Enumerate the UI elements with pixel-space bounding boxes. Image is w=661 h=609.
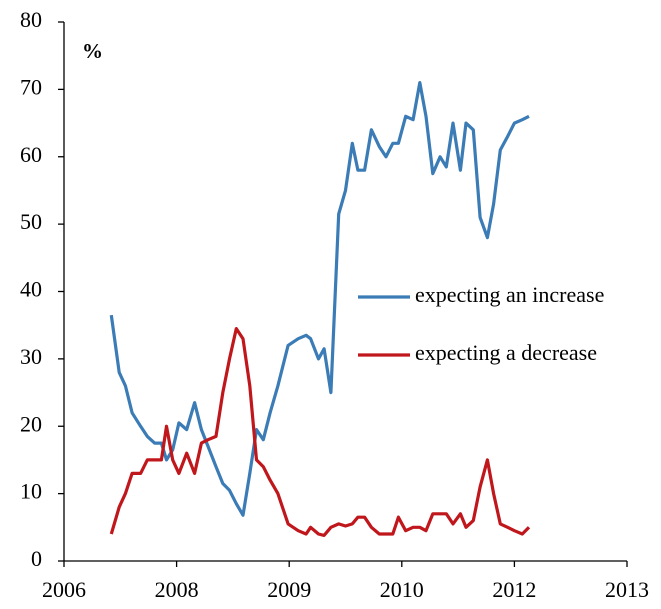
y-tick-label: 20	[20, 411, 42, 436]
y-unit-label: %	[82, 39, 103, 63]
y-tick-label: 40	[20, 277, 42, 302]
x-tick-label: 2008	[155, 577, 199, 602]
y-tick-label: 30	[20, 344, 42, 369]
y-tick-label: 10	[20, 479, 42, 504]
legend-label: expecting an increase	[415, 282, 604, 307]
x-tick-label: 2006	[42, 577, 86, 602]
x-tick-label: 2012	[492, 577, 536, 602]
x-tick-label: 2009	[267, 577, 311, 602]
x-tick-label: 2013	[605, 577, 649, 602]
legend-label: expecting a decrease	[415, 340, 597, 365]
y-tick-label: 80	[20, 7, 42, 32]
y-tick-label: 70	[20, 74, 42, 99]
series-line	[109, 327, 531, 537]
x-tick-label: 2010	[380, 577, 424, 602]
series-line	[109, 81, 530, 517]
y-tick-label: 0	[31, 546, 42, 571]
y-tick-label: 50	[20, 209, 42, 234]
y-tick-label: 60	[20, 142, 42, 167]
